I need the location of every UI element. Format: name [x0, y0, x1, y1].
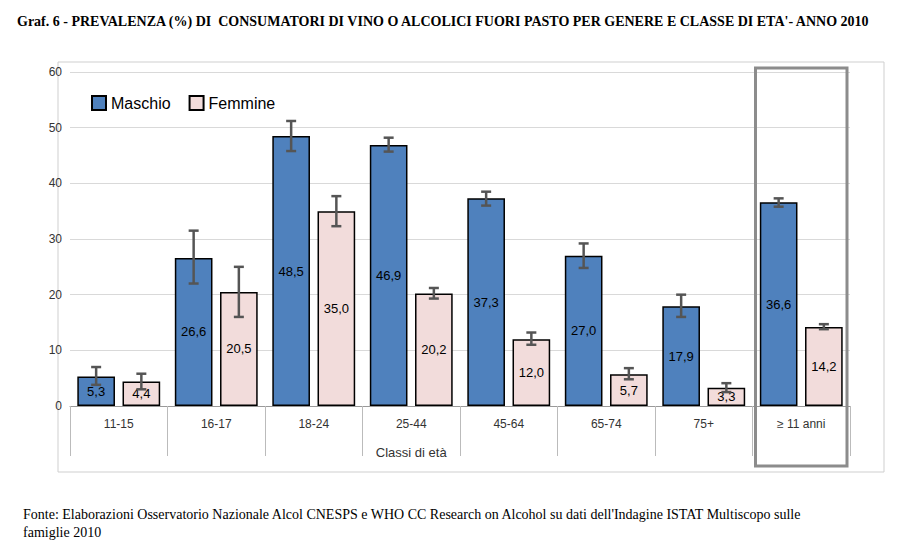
svg-text:46,9: 46,9 [376, 268, 401, 283]
svg-text:20,2: 20,2 [421, 342, 446, 357]
svg-text:35,0: 35,0 [324, 301, 349, 316]
svg-text:≥ 11 anni: ≥ 11 anni [777, 417, 825, 431]
svg-text:37,3: 37,3 [473, 295, 498, 310]
svg-text:11-15: 11-15 [104, 417, 134, 431]
svg-text:Fonte: Elaborazioni Osservator: Fonte: Elaborazioni Osservatorio Naziona… [23, 507, 804, 522]
svg-text:Femmine: Femmine [209, 95, 276, 112]
svg-text:12,0: 12,0 [519, 365, 544, 380]
svg-text:36,6: 36,6 [766, 297, 791, 312]
svg-text:5,7: 5,7 [620, 383, 638, 398]
svg-text:20,5: 20,5 [226, 341, 251, 356]
svg-text:26,6: 26,6 [181, 324, 206, 339]
svg-text:famiglie 2010: famiglie 2010 [23, 525, 101, 540]
svg-text:0: 0 [55, 399, 62, 413]
svg-text:4,4: 4,4 [132, 386, 150, 401]
svg-text:27,0: 27,0 [571, 323, 596, 338]
svg-text:20: 20 [49, 288, 63, 302]
svg-text:10: 10 [49, 343, 63, 357]
svg-text:Maschio: Maschio [111, 95, 171, 112]
svg-text:65-74: 65-74 [591, 417, 622, 431]
svg-text:30: 30 [49, 232, 63, 246]
svg-text:50: 50 [49, 121, 63, 135]
svg-text:45-64: 45-64 [493, 417, 524, 431]
svg-text:5,3: 5,3 [87, 384, 105, 399]
svg-text:40: 40 [49, 176, 63, 190]
svg-text:75+: 75+ [694, 417, 714, 431]
svg-text:Graf. 6 - PREVALENZA (%) DI C: Graf. 6 - PREVALENZA (%) DI CONSUMATORI … [17, 14, 869, 30]
svg-text:16-17: 16-17 [201, 417, 232, 431]
svg-text:Classi di età: Classi di età [376, 445, 448, 460]
svg-text:3,3: 3,3 [717, 389, 735, 404]
svg-text:14,2: 14,2 [811, 359, 836, 374]
svg-text:60: 60 [49, 65, 63, 79]
svg-text:25-44: 25-44 [396, 417, 427, 431]
svg-text:17,9: 17,9 [668, 349, 693, 364]
svg-text:18-24: 18-24 [298, 417, 329, 431]
svg-text:48,5: 48,5 [278, 264, 303, 279]
